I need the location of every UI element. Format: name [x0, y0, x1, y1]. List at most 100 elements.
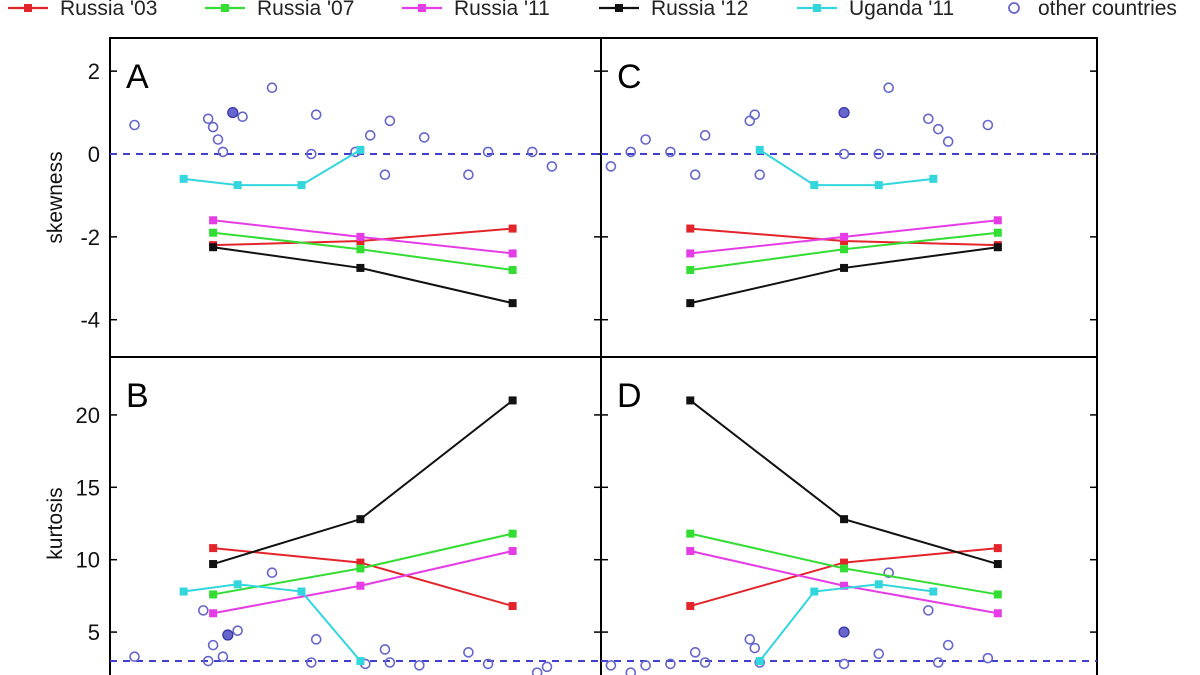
panel-a-ytick-label: -4 [80, 308, 100, 333]
panel-d-series-russia-11-point [993, 609, 1002, 618]
panel-c-series-uganda-11-point [810, 181, 819, 190]
panel-d: D [600, 356, 1098, 675]
panel-d-other-country-point [665, 658, 676, 670]
panel-c-series-uganda-11-point [929, 174, 938, 183]
panel-b-ytick-label: 5 [88, 620, 100, 645]
panel-b-series-uganda-11-line [183, 583, 362, 662]
panel-b-other-country-point [202, 655, 214, 667]
panel-c-series-russia-07-point [840, 245, 849, 254]
legend-marker-russia-11 [418, 4, 426, 12]
panel-a-series-russia-03-point [508, 224, 517, 233]
panel-c-other-country-point [932, 123, 944, 135]
panel-d-series-russia-12-point [686, 396, 695, 405]
panel-a-other-country-point [306, 148, 317, 160]
panel-a-series-russia-03-point [356, 237, 365, 245]
panel-b-other-country-point [306, 657, 317, 668]
panel-b-series-russia-07-point [209, 590, 218, 599]
panel-a-series-russia-12-line [212, 246, 513, 305]
panel-b-other-country-point [310, 634, 322, 645]
panel-d-series-russia-03-line [690, 547, 998, 607]
panel-b-frame [109, 356, 602, 675]
panel-a-series-uganda-11-point [233, 181, 242, 190]
panel-a-series-russia-11-point [209, 216, 218, 225]
panel-b-other-country-point [129, 651, 140, 663]
panel-b-other-country-point [541, 661, 553, 673]
panel-d-other-country-point [923, 605, 934, 616]
panel-b-series-russia-12-line [212, 399, 514, 565]
panel-a-other-country-point [546, 161, 558, 172]
panel-a-frame [109, 37, 602, 358]
panel-d-series-russia-11-point [686, 547, 695, 556]
panel-c-series-russia-11-point [840, 232, 849, 241]
legend-label-other-countries: other countries [1038, 0, 1177, 20]
panel-a-other-country-point [217, 146, 229, 158]
panel-c-other-country-point [873, 148, 885, 160]
legend-marker-russia-03 [24, 4, 32, 12]
panel-d-other-country-point [605, 660, 617, 671]
panel-a-letter: A [126, 58, 149, 96]
panel-a-other-country-point [310, 109, 322, 120]
panel-b-series-russia-03-point [508, 602, 517, 611]
panel-d-other-country-point [932, 657, 944, 668]
panel-c-series-uganda-11-point [874, 181, 883, 190]
panel-b-series-russia-07-point [508, 529, 517, 538]
panel-c: C [600, 37, 1098, 358]
panel-a-other-country-point [212, 134, 224, 145]
legend-entry-russia-11: Russia '11 [402, 0, 550, 20]
panel-b-other-country-point [266, 567, 278, 579]
legend-marker-uganda-11 [813, 4, 821, 12]
panel-c-other-country-point [942, 136, 954, 147]
panel-a-other-country-point-filled [227, 106, 239, 119]
panel-c-other-country-point [883, 82, 894, 94]
panel-c-other-country-point [699, 130, 711, 141]
panel-d-other-country-point-filled [838, 626, 850, 638]
panel-d-other-country-point [625, 667, 637, 675]
panel-b-series-russia-07-point [356, 564, 365, 573]
panel-d-other-country-point [640, 660, 651, 671]
panel-b-series-russia-03-line [213, 547, 513, 607]
panel-d-letter: D [617, 377, 642, 415]
panel-b-series-uganda-11-point [297, 587, 306, 596]
panel-a-series-russia-11-point [508, 249, 517, 258]
legend-entry-other-countries: other countries [1008, 0, 1177, 20]
panel-a-series-russia-07-point [356, 245, 365, 254]
panel-d-series-uganda-11-line [758, 583, 934, 662]
panel-b-other-country-point [414, 660, 425, 671]
panel-c-other-country-point [923, 113, 934, 125]
panel-a-ytick-label: -2 [80, 225, 100, 250]
panel-c-series-russia-12-point [686, 299, 695, 308]
panel-a-other-country-point [379, 169, 391, 181]
panel-b-other-country-point [197, 605, 209, 616]
panel-a-series-russia-12-point [508, 299, 517, 308]
panel-b-other-country-point [379, 644, 391, 655]
panel-a-series-russia-12-point [356, 263, 365, 272]
panel-b-series-uganda-11-point [356, 657, 365, 666]
panel-d-series-russia-03-point [993, 544, 1002, 553]
panel-d-series-russia-03-point [686, 602, 695, 611]
panel-b-other-country-point [531, 667, 543, 675]
panel-d-other-country-point [689, 647, 701, 658]
panel-c-series-russia-11-point [686, 249, 695, 258]
panel-c-series-russia-03-point [686, 224, 695, 233]
panel-d-other-country-point [982, 652, 994, 664]
panel-c-other-country-point [838, 148, 850, 160]
panel-a-other-country-point [129, 119, 140, 131]
panel-a-other-country-point [237, 111, 248, 123]
panel-d-other-country-point [873, 648, 885, 660]
panel-a-other-country-point [526, 146, 538, 158]
legend-marker-other-countries [1008, 2, 1020, 14]
panel-c-series-russia-12-point [840, 263, 849, 272]
panel-b-series-russia-11-point [209, 609, 218, 618]
panel-a-series-uganda-11-line [183, 148, 361, 187]
panel-c-other-country-point [665, 146, 676, 158]
panel-c-series-uganda-11-line [759, 149, 934, 187]
panel-b-other-country-point [232, 625, 243, 636]
panel-b-series-russia-12-point [356, 515, 365, 524]
legend-label-russia-07: Russia '07 [257, 0, 354, 20]
panel-d-other-country-point [749, 642, 761, 654]
panel-d-series-uganda-11-point [810, 587, 819, 596]
panel-b-series-russia-03-point [209, 544, 218, 553]
panel-c-other-country-point [625, 146, 637, 158]
legend-label-russia-03: Russia '03 [60, 0, 157, 20]
